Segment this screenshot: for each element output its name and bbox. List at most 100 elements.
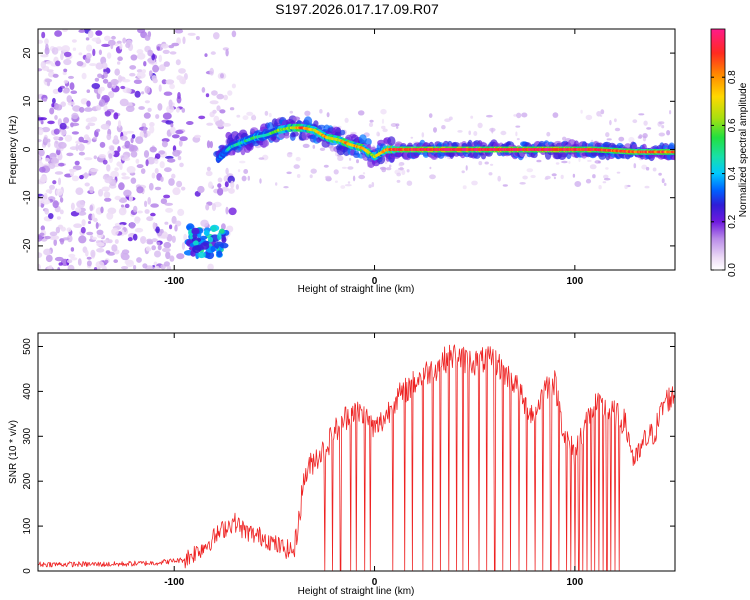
noise-speckle [70, 90, 78, 94]
noise-speckle [406, 169, 410, 173]
noise-speckle [79, 106, 85, 113]
noise-speckle [136, 257, 142, 263]
noise-speckle [120, 135, 128, 141]
noise-speckle [486, 114, 493, 118]
noise-speckle [91, 236, 98, 241]
noise-speckle [224, 181, 229, 188]
noise-speckle [349, 157, 352, 161]
ridge-halo [387, 136, 396, 146]
noise-speckle [163, 241, 172, 249]
noise-speckle [205, 203, 210, 211]
noise-speckle [134, 90, 141, 98]
noise-speckle [89, 63, 97, 67]
noise-speckle [237, 169, 241, 173]
noise-speckle [129, 222, 136, 229]
noise-speckle [457, 130, 463, 133]
noise-speckle [429, 174, 436, 180]
noise-speckle [120, 204, 125, 208]
noise-speckle [63, 58, 72, 66]
noise-speckle [555, 162, 560, 165]
noise-speckle [666, 130, 671, 136]
noise-speckle [99, 141, 106, 148]
noise-speckle [546, 131, 551, 137]
noise-speckle [62, 71, 67, 76]
noise-speckle [60, 128, 67, 136]
noise-speckle [85, 117, 93, 123]
noise-speckle [60, 52, 64, 61]
noise-speckle [71, 175, 80, 182]
noise-speckle [95, 261, 105, 269]
noise-speckle [60, 101, 66, 107]
noise-speckle [159, 161, 165, 169]
noise-speckle [158, 84, 162, 92]
noise-speckle [58, 162, 65, 167]
noise-speckle [154, 250, 161, 258]
noise-speckle [179, 162, 184, 168]
cluster-blob [199, 242, 210, 250]
noise-speckle [68, 75, 74, 79]
noise-speckle [165, 251, 171, 260]
noise-speckle [95, 128, 101, 132]
y-tick-label: 0 [22, 568, 33, 574]
noise-speckle [52, 88, 60, 94]
noise-speckle [56, 216, 62, 220]
noise-speckle [45, 189, 53, 194]
cluster-blob [205, 251, 215, 260]
noise-speckle [80, 226, 86, 234]
noise-speckle [369, 119, 374, 123]
noise-speckle [515, 131, 518, 137]
noise-speckle [149, 122, 155, 127]
snr-y-axis: 0 100 200 300 400 500 [22, 338, 675, 574]
noise-speckle [293, 164, 300, 169]
noise-speckle [118, 75, 123, 83]
noise-speckle [211, 203, 217, 212]
noise-speckle [110, 170, 119, 179]
noise-speckle [119, 43, 123, 50]
cluster-blob [217, 232, 222, 241]
noise-speckle [59, 238, 65, 245]
noise-speckle [561, 160, 568, 164]
noise-speckle [92, 48, 96, 57]
noise-speckle [638, 113, 645, 116]
noise-speckle [75, 207, 82, 213]
noise-speckle [54, 30, 62, 37]
noise-speckle [286, 171, 292, 175]
colorbar-tick-label: 0.4 [727, 166, 738, 180]
noise-speckle [162, 49, 170, 55]
noise-speckle [213, 32, 220, 40]
noise-speckle [206, 122, 214, 126]
noise-speckle [144, 85, 151, 94]
noise-speckle [204, 53, 208, 57]
noise-speckle [172, 149, 181, 157]
noise-speckle [340, 185, 346, 189]
noise-speckle [120, 154, 129, 160]
noise-speckle [38, 39, 44, 44]
noise-speckle [129, 65, 137, 70]
noise-speckle [148, 182, 154, 191]
noise-speckle [78, 143, 85, 152]
low-frequency-cluster [183, 223, 230, 260]
noise-speckle [134, 227, 144, 233]
noise-speckle [53, 238, 57, 246]
noise-speckle [324, 175, 332, 179]
colorbar-tick-label: 0.2 [727, 214, 738, 228]
noise-speckle [155, 153, 161, 160]
noise-speckle [76, 200, 85, 209]
x-tick-label: 100 [566, 276, 583, 287]
noise-speckle [515, 125, 521, 128]
noise-speckle [170, 123, 174, 128]
noise-speckle [44, 208, 49, 215]
noise-speckle [605, 167, 609, 170]
noise-speckle [86, 44, 93, 52]
noise-speckle [132, 233, 138, 241]
noise-speckle [70, 257, 78, 261]
noise-speckle [101, 186, 110, 192]
noise-speckle [560, 174, 564, 180]
noise-speckle [176, 37, 182, 45]
noise-speckle [77, 258, 82, 266]
colorbar-label: Normalized spectral amplitude [738, 82, 749, 217]
noise-speckle [52, 73, 59, 78]
colorbar-tick-label: 0.6 [727, 118, 738, 132]
noise-speckle [124, 203, 130, 209]
noise-speckle [195, 36, 200, 40]
